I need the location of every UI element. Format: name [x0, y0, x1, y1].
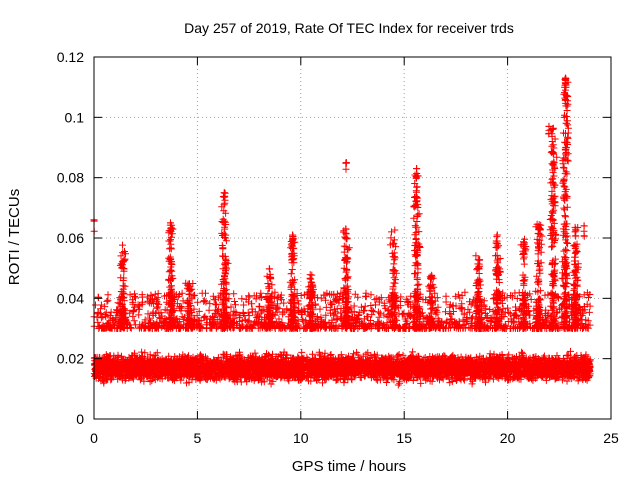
data-series: [90, 74, 594, 389]
data-point: [220, 189, 228, 197]
x-tick-label: 15: [396, 430, 412, 446]
y-tick-label: 0: [76, 411, 84, 427]
y-tick-label: 0.04: [57, 290, 84, 306]
y-tick-label: 0.06: [57, 230, 84, 246]
y-tick-label: 0.08: [57, 170, 84, 186]
x-tick-label: 0: [90, 430, 98, 446]
y-tick-label: 0.12: [57, 49, 84, 65]
data-point: [562, 74, 570, 82]
data-point: [342, 159, 350, 167]
y-axis-title: ROTI / TECUs: [6, 189, 23, 285]
y-tick-label: 0.1: [65, 109, 85, 125]
y-tick-label: 0.02: [57, 351, 84, 367]
grid-lines: [94, 57, 611, 419]
x-tick-label: 25: [603, 430, 619, 446]
plot-frame: [93, 56, 612, 420]
x-tick-label: 5: [194, 430, 202, 446]
roti-scatter-points: [90, 74, 594, 389]
x-tick-label: 20: [500, 430, 516, 446]
data-point: [413, 165, 421, 173]
data-point: [580, 222, 588, 230]
data-point: [564, 92, 572, 100]
x-tick-label: 10: [293, 430, 309, 446]
data-point: [167, 219, 175, 227]
x-axis-title: GPS time / hours: [292, 458, 406, 475]
data-point: [289, 231, 297, 239]
axes: 0 0.02 0.04 0.06 0.08 0.1 0.12 0 5 10 15 20 25: [57, 49, 619, 446]
data-point: [493, 231, 501, 239]
chart-title: Day 257 of 2019, Rate Of TEC Index for r…: [184, 20, 514, 36]
data-point: [545, 122, 553, 130]
